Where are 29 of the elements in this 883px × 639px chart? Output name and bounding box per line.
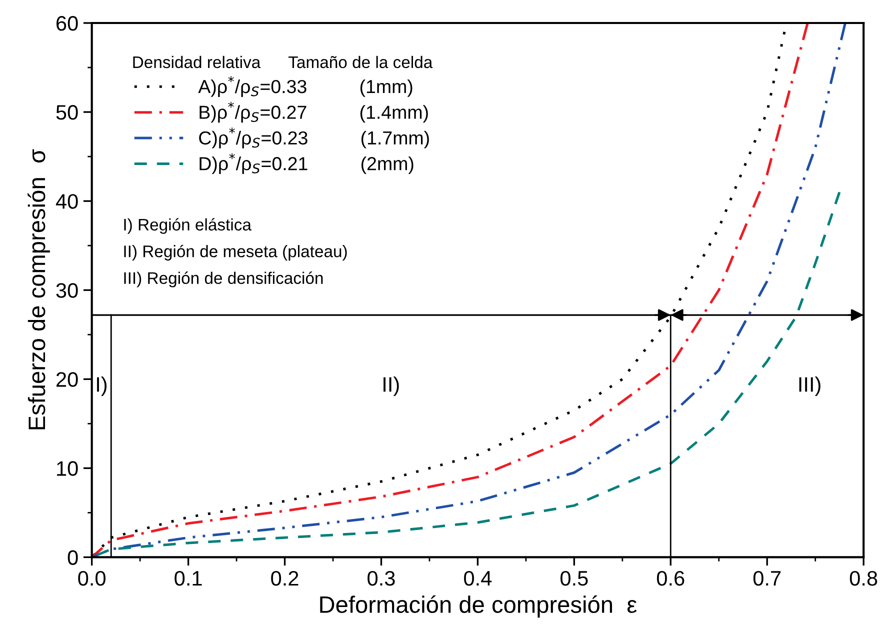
legend-title: Densidad relativa Tamaño de la celda [133,56,433,68]
x-tick-label: 0.8 [850,570,878,586]
annotation: II) Región de meseta (plateau) [124,244,347,261]
y-tick-label: 50 [56,105,78,120]
x-tick-label: 0.2 [271,570,298,586]
x-tick-label: 0.1 [174,570,202,586]
annotation: III) Región de densificación [124,272,323,288]
annotation: III) [799,376,820,396]
x-tick-label: 0.5 [560,570,588,586]
x-tick-label: 0.7 [753,570,781,586]
x-axis-title: Deformación de compresión ε [320,595,637,618]
legend-label: A)ρ$^{*}$/ρ$_{S}$=0.33 (1mm) [198,76,412,97]
y-tick-label: 40 [56,194,78,209]
annotation: I) Región elástica [124,218,252,234]
annotation: I) [97,376,107,396]
annotation: II) [384,376,399,396]
legend-label: C)ρ$^{*}$/ρ$_{S}$=0.23 (1.7mm) [199,128,429,148]
y-tick-label: 20 [56,372,78,387]
x-tick-label: 0.4 [464,570,492,586]
legend-label: B)ρ$^{*}$/ρ$_{S}$=0.27 (1.4mm) [200,102,428,123]
y-axis-title: Esfuerzo de compresión σ [28,149,50,430]
x-tick-label: 0.3 [368,570,395,586]
y-tick-label: 10 [57,461,78,476]
y-tick-label: 60 [56,16,78,31]
y-tick-label: 30 [56,283,78,298]
x-tick-label: 0.0 [78,570,106,586]
y-tick-label: 0 [68,550,78,565]
legend-label: D)ρ$^{*}$/ρ$_{S}$=0.21 (2mm) [200,153,414,174]
x-tick-label: 0.6 [656,570,684,586]
